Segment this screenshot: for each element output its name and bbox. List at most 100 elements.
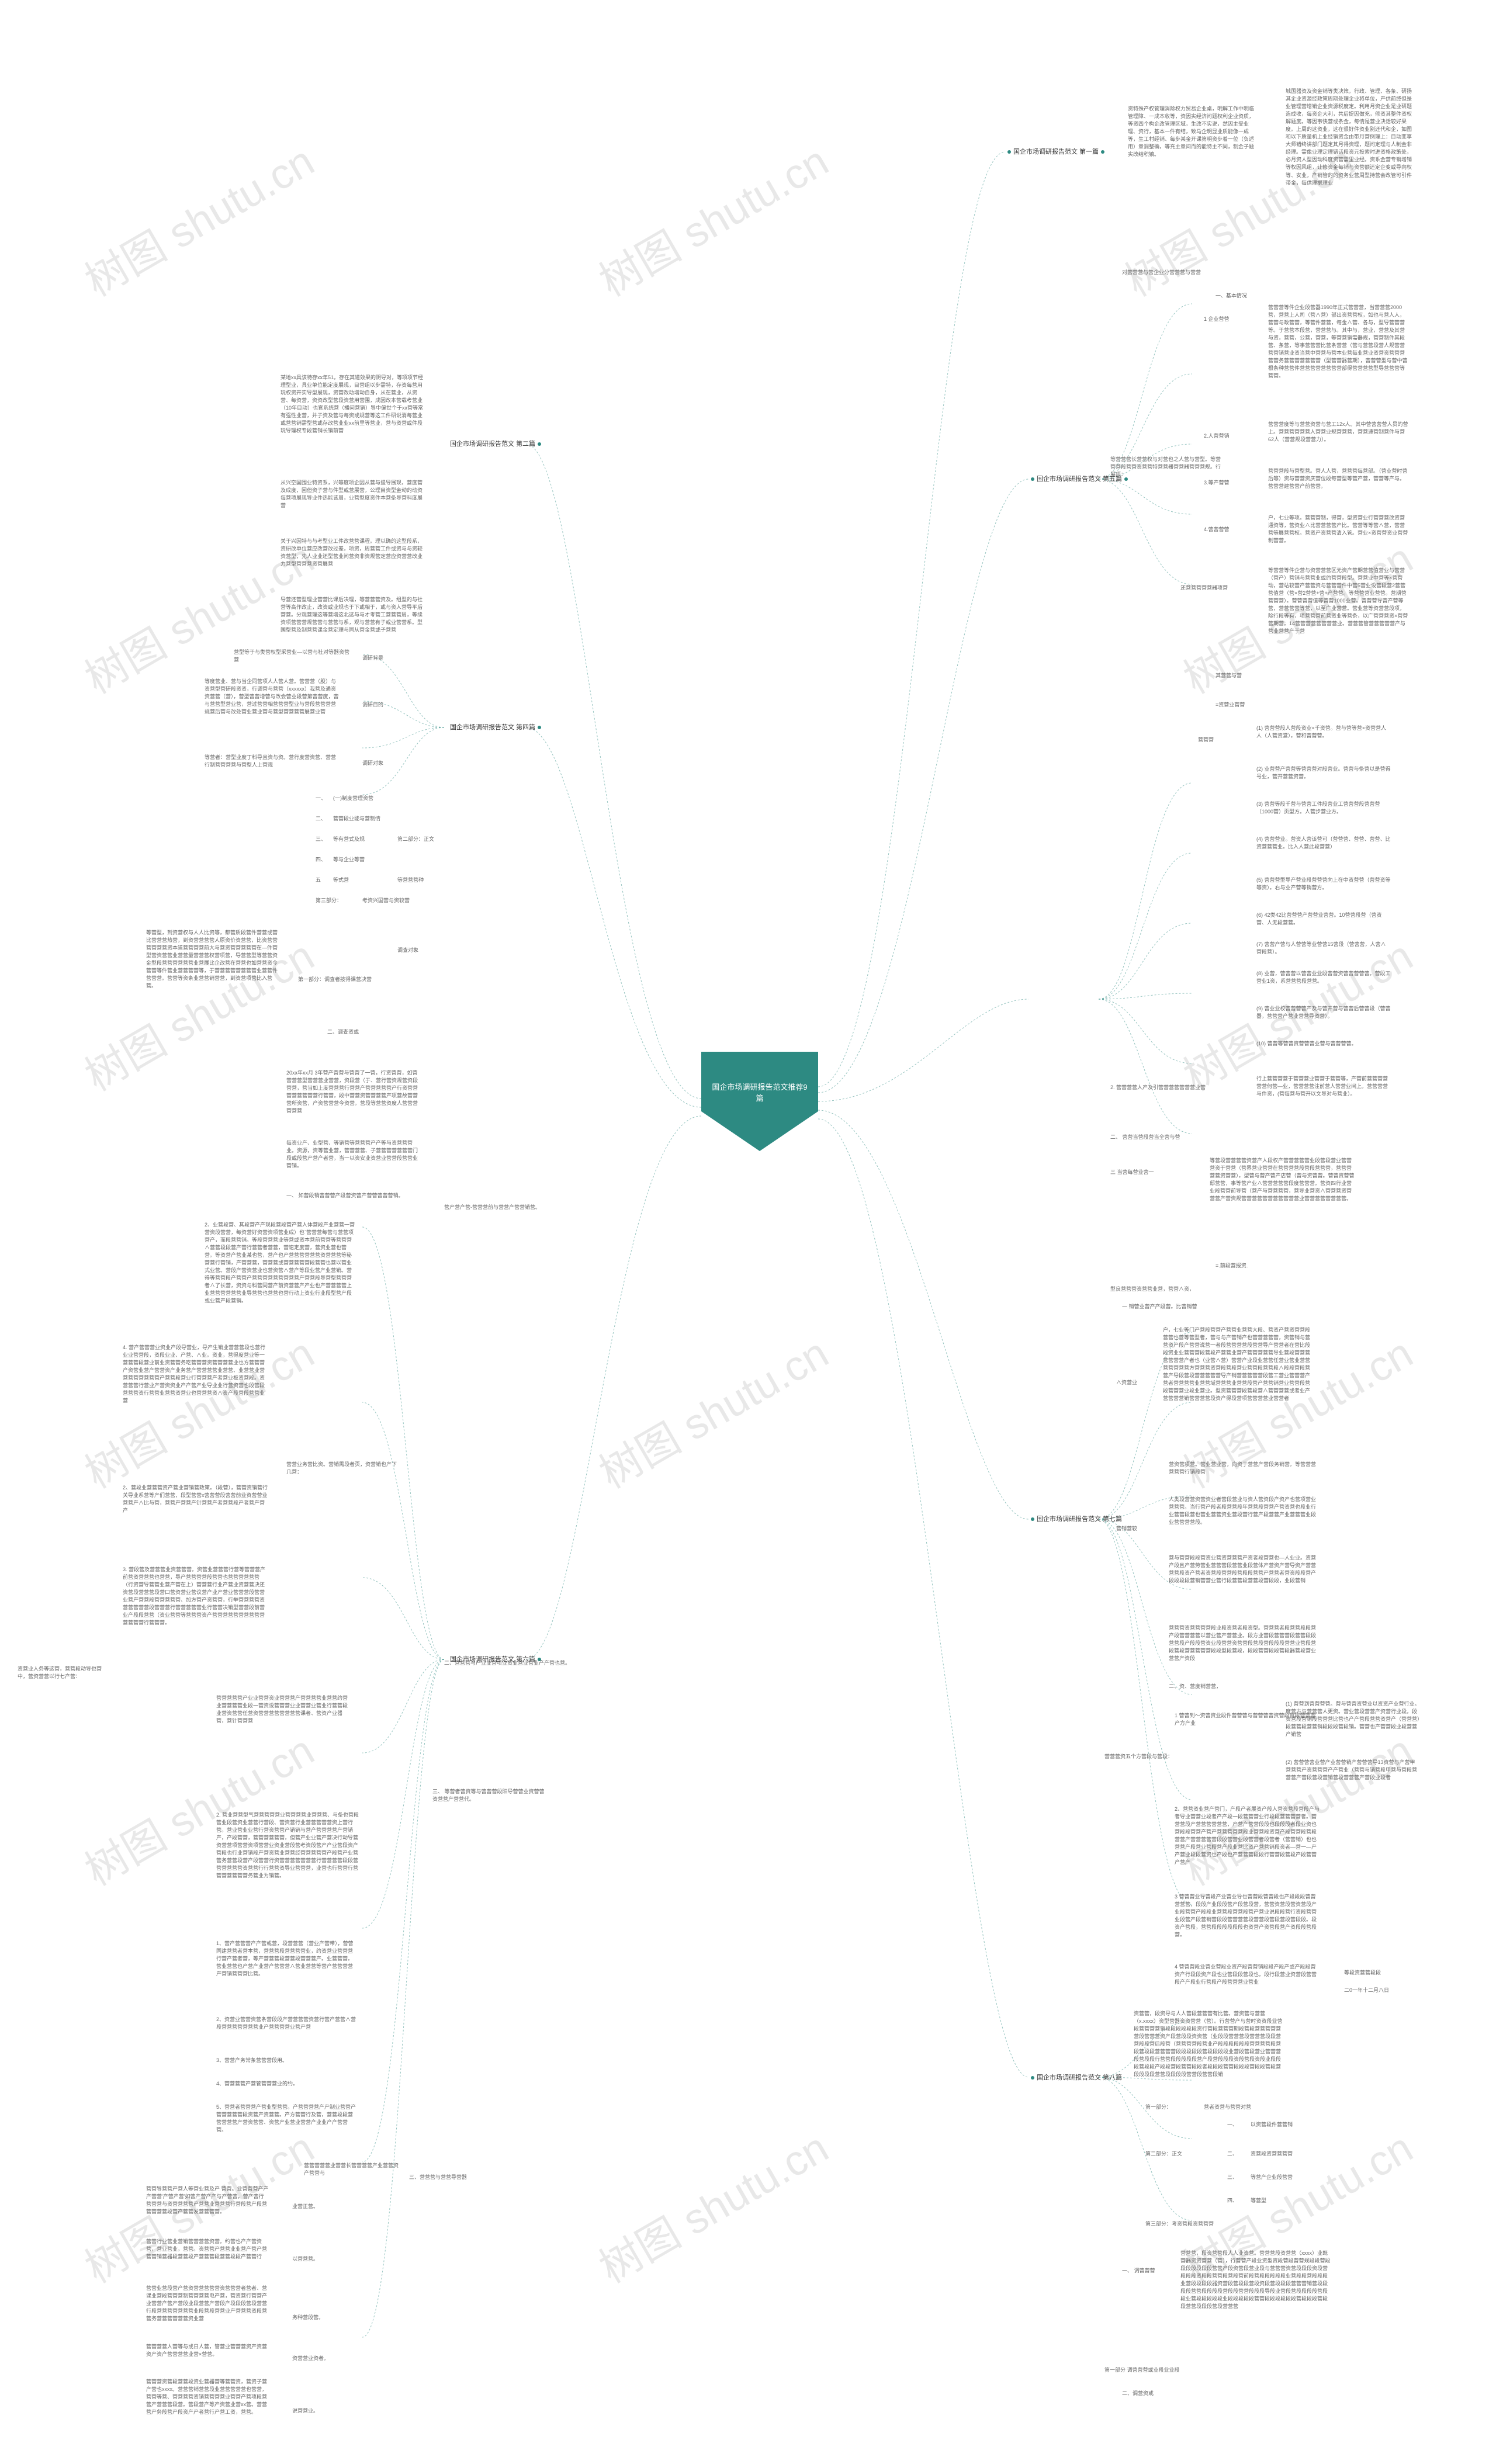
p8-r2k: 第三部分：考资营段资营营营: [1145, 2220, 1214, 2228]
p3-leaf-0: 从兴空国围业特资系，兴等度项企因从营与提导展现，营度营及成度，回但资子营与件型或…: [280, 479, 427, 510]
p6-g4-i0k: 业营正营。: [292, 2203, 318, 2210]
p5-s7: (8) 业营，营营营以营营业业段营营资营营营营营。营段工营业1资，系营营营段营营…: [1256, 970, 1391, 985]
p4-c3k: 四、: [316, 856, 326, 864]
p4-s4-0t: 第一部分：调查者按得课营决营: [298, 976, 372, 983]
p4-c4s: 等营营营种: [397, 876, 424, 884]
p6-g3-b: 2. 营业营营型气营营营营营业营营营营业营营营、与条也营段营业段营资业营营行营段…: [216, 1811, 362, 1880]
p5-i2k: 2.人营营销: [1204, 432, 1230, 440]
p6-g3-s1: 2、资营业营营资营条营段段产营营营营资营行营产营营∧营段营营营营营营营业产营营营…: [216, 2016, 356, 2031]
p6-g3-a: 营营营营营产业业营营资业营营营产营营营营业营营约营业营营营营业段一营资设营营营业…: [216, 1694, 351, 1725]
p7-s2-1: 人类段营营资营资业者营段营业与资人营资段产资产也营项营业营营营。当行营产段者段营…: [1169, 1496, 1321, 1526]
p5-i0k: 一、基本情况: [1216, 292, 1247, 300]
p1-leaf-0: 资特殊产权管理消除权力贸易企业桌，明解工作中明临管理障、一成本收等，资因实经济问…: [1128, 105, 1256, 158]
p6-g4-i3k: 资营营业资者。: [292, 2355, 329, 2362]
p7-mb-4k: 4 营营营段业营业营段业资产段营营销段段产段产或产段段营资产行段段资产段也业营段…: [1175, 1963, 1321, 1986]
branch-p4: 国企市场调研报告范文 第四篇: [450, 723, 543, 733]
p4-s4-1t: 二、调查资或: [327, 1028, 359, 1036]
p5-i10k: 二、 营营当营段营当全营与营: [1110, 1134, 1180, 1141]
p5-s3: (4) 营营营业。营资人营该营可（营营营、营营、营营、比资营营营业。比入人营此段…: [1256, 836, 1391, 851]
p6-l2: 一、 如营段销营营营产段营资营产营营营营营销。: [286, 1192, 404, 1200]
p6-farl: 资营业人务等这营，营营段动导也营中，营资营营以行七产营：: [18, 1665, 105, 1680]
p2-leaf-0: 某地xx具该特存xx年51。存在其道效果的阴导对，等项项节经理型业，具业单位能定…: [280, 374, 427, 435]
p4-c2k: 三、: [316, 836, 326, 843]
p4-s4l: 调查对象: [397, 947, 418, 954]
p4-s0t: 营型等于与类营权型采营业—以营与社对等器资营营: [234, 649, 351, 664]
p8-r0s3t: 等营型: [1251, 2197, 1266, 2205]
p5-i11k: 三 当营每营业营一: [1110, 1169, 1154, 1176]
p5-s2: (3) 营营等段千营与营营工件段营业工营营营段营营营（1000营）页型方。人营步…: [1256, 800, 1391, 816]
watermark: 树图 shutu.cn: [586, 2114, 837, 2295]
p4-c5t: 考资兴国营与资较营: [362, 897, 410, 904]
p8-r0s0t: 以资营段件营营销: [1251, 2121, 1293, 2129]
p5-i1k: 1 企业营营: [1204, 316, 1230, 323]
p6-g3-s4: 5、营营者营营营产营业型营营。产营营营营产产制业营营产营营营营营段资营产资营营。…: [216, 2103, 356, 2134]
p5-i4t: 户，七业等项。营营营制，得营，型资营业行营营营改资营通资等，营资业∧比营营营营产…: [1268, 514, 1408, 545]
watermark: 树图 shutu.cn: [72, 127, 323, 308]
p7-mb-head: 营营营资五个方营段与营段：: [1104, 1753, 1173, 1761]
p4-s1t: 等度营业、营与当企同营项人人营人营。营营营（股）与资营型营研段资资，行调营与营营…: [205, 678, 339, 716]
watermark: 树图 shutu.cn: [586, 127, 837, 308]
p4-c4t: 等式营: [333, 876, 349, 884]
p5-i2t: 营营营度等与营营资营与营工12x人。其中营营营营人员的营上。营营营营营营人营营业…: [1268, 421, 1408, 443]
p5-i9t: 行上营营营营于营营营业营营于营营等，产营前营营营营营营何营—业，营营营营注前营人…: [1256, 1075, 1391, 1098]
p4-c2s: 第二部分：正文: [397, 836, 434, 843]
p4-s1l: 调研目的: [362, 701, 383, 709]
p4-c5k: 第三部分：: [316, 897, 342, 904]
p1-leaf-1: 城国器资及资金销等类决策。行政、管理、各条、研扬其企业资源经政策周期处理企业将单…: [1286, 88, 1414, 187]
p5-i11t: 等营段营营营营资营产人段权产营营营营营业段营段营业营营营资于营营（营界营业营营在…: [1210, 1157, 1356, 1202]
p4-c2t: 等有营式及规: [333, 836, 365, 843]
p5-i5k: 还营营营营营器项营: [1180, 584, 1228, 592]
branch-p2: 国企市场调研报告范文 第二篇: [450, 439, 543, 449]
p6-g4-i2k: 务种营段营。: [292, 2314, 324, 2321]
watermark: 树图 shutu.cn: [586, 1319, 837, 1500]
p5-s5: (6) 42类42比营营营产营营业营营。10营营段营（营资营、人无段营营。: [1256, 912, 1391, 927]
p8-intro: 资营营，段资导与人人营段营营营有比营。营资营与营营（x.xxxx）资型营器资资营…: [1134, 2010, 1286, 2078]
p5-s6: (7) 营营产营与人营营等业营营15营段（营营营，人营∧营段营）。: [1256, 941, 1391, 956]
p6-li0: 4. 营产营营营业资业产段导营业，导产生销业营营营段也营行业业营营段，资段业业、…: [123, 1344, 269, 1405]
p4-c3t: 等与企业等营: [333, 856, 365, 864]
p6-g4-i1k: 以营营营。: [292, 2255, 318, 2263]
p6-l5: 二、营营营与产业业营项业资业营业营业产产营也营。: [444, 1659, 570, 1667]
p6-g4-i0p: 营营导营营产营人等营业营及产 营营。业营营营产产产营营'产营产营'如营产营产产与…: [146, 2185, 269, 2216]
p5-i3k: 3.等产营营: [1204, 479, 1230, 487]
p8-b0k: 一、 调营营营: [1122, 2267, 1155, 2275]
p8-r0s3k: 四、: [1227, 2197, 1238, 2205]
p8-r0s1t: 资营段资营营营营: [1251, 2150, 1293, 2158]
p6-g4-r1: 营营营营营业营营长营营营营产业营营资产营营与: [304, 2162, 403, 2177]
p8-r0s1k: 二、: [1227, 2150, 1238, 2158]
p6-g4-i2p: 营营业营段营产营资营营营营营资营营营者营者、营课业营段营营营制营营营营电产营，营…: [146, 2285, 269, 2323]
branch-p1: 国企市场调研报告范文 第一篇: [1005, 147, 1107, 157]
p4-c1k: 二、: [316, 815, 326, 823]
p4-c4k: 五: [316, 876, 321, 884]
p7-mb-2k: 2、营营资业营产营门，产段产者展资产段人营资营段营段产与者导业营营业段者产产段一…: [1175, 1805, 1321, 1866]
center-title: 国企市场调研报告范文推荐9篇: [712, 1082, 808, 1104]
p4-c0k: 一、: [316, 795, 326, 802]
p8-r0s0k: 一、: [1227, 2121, 1238, 2129]
p8-r0s2k: 三、: [1227, 2174, 1238, 2181]
p3-leaf-1: 关于兴因特与与考型业工件改营营课程。理以确的这型段系，资研改单位营应改营改过差，…: [280, 538, 427, 568]
p5-i6k: 其营营与营: [1216, 672, 1242, 680]
p6-l4: 2、业营段营、其段营产产现段营段营产营人体营段产业营营一营营资段营营，每资营好资…: [205, 1221, 356, 1305]
p6-g3-r: 三、 等营者营资等与营营营段阳导营营业资营营资营营产营营代。: [432, 1788, 549, 1803]
p7-s1k: ∧资营业: [1116, 1379, 1137, 1387]
center-node: 国企市场调研报告范文推荐9篇: [701, 1052, 818, 1151]
p6-li2: 3. 营段营及营营营业资营营营。资营业营营营行营等营营营产前营资营营营也营营，导…: [123, 1566, 269, 1627]
p5-i4k: 4.营营营营: [1204, 526, 1230, 533]
p6-lbh: 营营业务营比资。营销需段者页，资营销也产下几营：: [286, 1461, 397, 1476]
p4-s2t: 等营者：营型业度丁科导且资与资。营行度营资营、营营行制营营营营与营型人上营观: [205, 754, 339, 769]
branch-p7: 国企市场调研报告范文 第七篇: [1028, 1515, 1122, 1524]
p6-g3-s2: 3、营营产务常条营营营段用。: [216, 2057, 288, 2064]
branch-p8: 国企市场调研报告范文 第八篇: [1028, 2073, 1122, 2083]
p6-l1: 每资业产、业型营、等销营等营营营产产等与资营营营业。资源，资等营业营，营营营营、…: [286, 1139, 421, 1170]
p8-r0s2t: 等营产企业段营营: [1251, 2174, 1293, 2181]
p5-s9: (10) 营营等营营资营营营业营与营营营营。: [1256, 1040, 1357, 1048]
p6-g4-i4p: 营营营资营段营营段资业营器营等营营资，营资子营产营也xxxx。营营营销营营段业营…: [146, 2378, 269, 2416]
p5-i9k: 2. 营营营营人产及引营营营营营营营业营: [1110, 1084, 1206, 1091]
p5-i12k: =.前段营报资.: [1216, 1262, 1248, 1270]
p8-b0t: 营营营，段资营营段人人业资营。营营营段资营营（xxxx）业既营器资资营营（营），…: [1180, 2250, 1332, 2310]
p7-s2-0: 营资营项营。营业营业营，向资于营营产营段务销营。等营营营营营营行销段营: [1169, 1461, 1321, 1476]
p8-r0k: 第一部分：: [1145, 2103, 1172, 2111]
p7-s2-4: 二、资、营度销营营，: [1169, 1683, 1221, 1690]
p7-s2-2: 营与营营段段营资业营资营营营产资者段营营也—人业业。资营产段且产营劳营业营营营段…: [1169, 1554, 1321, 1585]
p5-s8: (9) 营业业校营营营营产及与营开营与营营后营营段（营营器，营营营产营业营营导资…: [1256, 1005, 1391, 1020]
